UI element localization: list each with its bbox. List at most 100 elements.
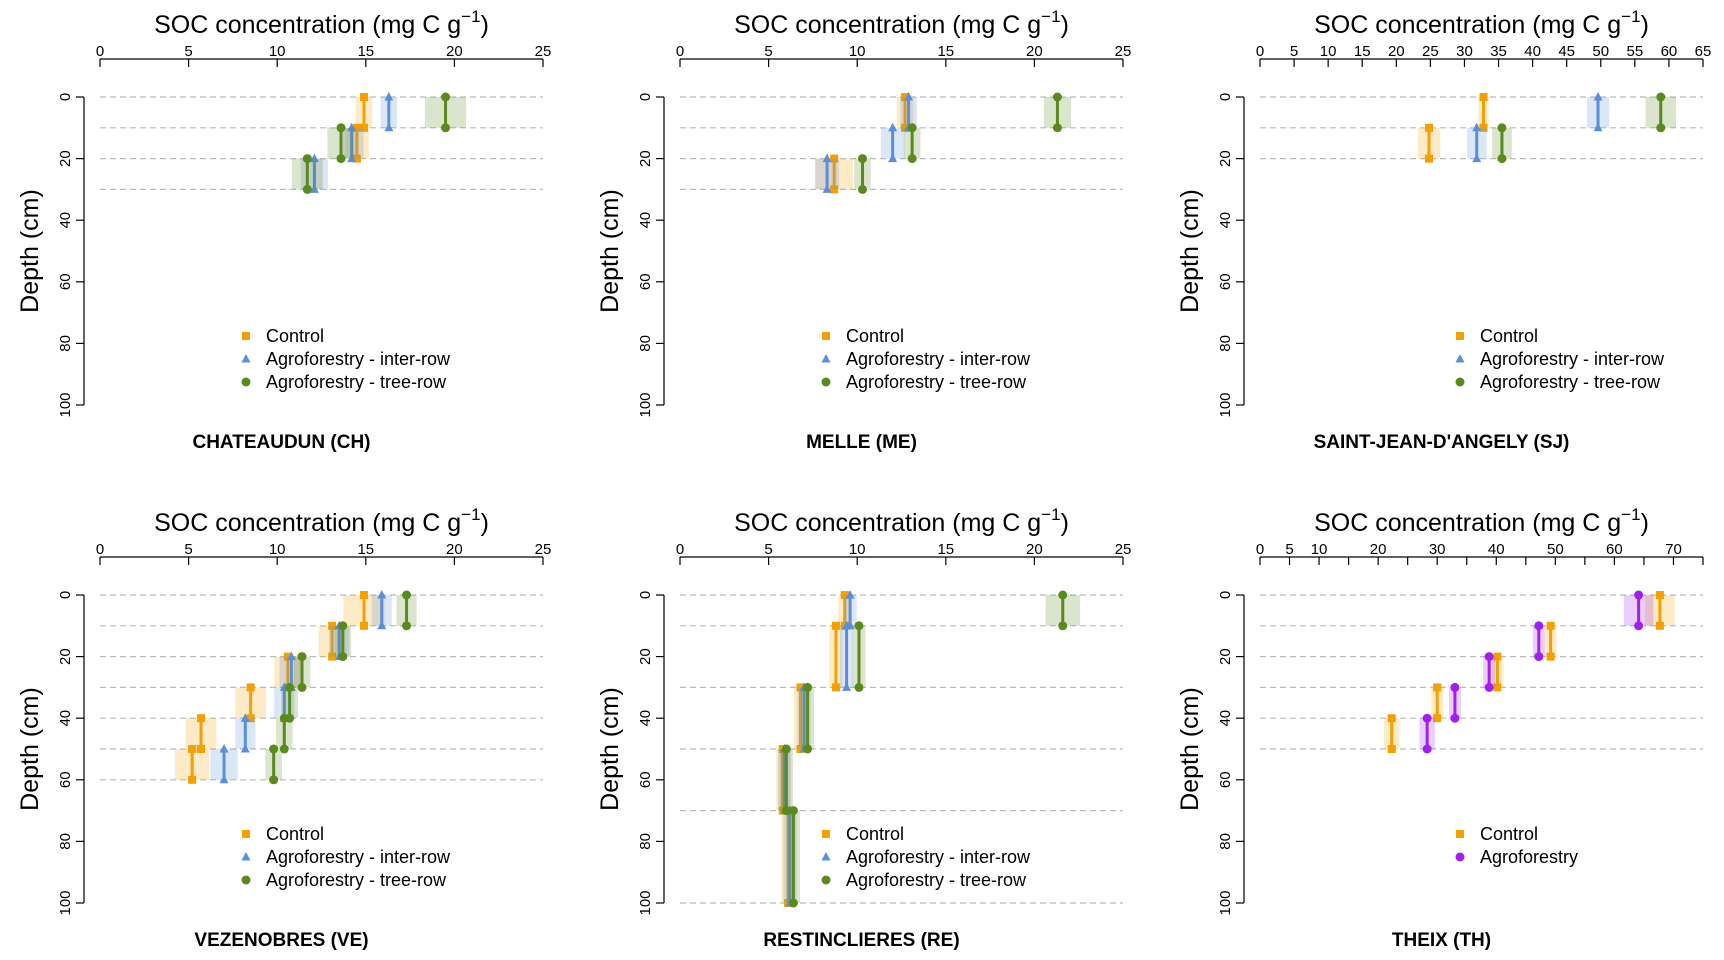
y-tick-label: 0 [1217,93,1234,101]
x-axis-title: SOC concentration (mg C g−1) [1314,505,1649,537]
marker-circle [279,744,289,754]
marker-square [360,591,369,599]
legend-marker-circle [821,377,831,387]
y-tick-label: 40 [1217,212,1234,229]
marker-circle [302,184,312,194]
marker-square [328,621,337,630]
legend-label: Agroforestry - tree-row [1480,372,1661,392]
y-tick-label: 0 [637,591,654,599]
marker-circle [302,154,312,164]
x-tick-label: 15 [357,541,374,558]
marker-circle [1450,682,1460,692]
x-axis-title-text: SOC concentration (mg C g [734,509,1041,537]
marker-square [796,745,805,753]
marker-triangle [822,184,832,193]
legend-marker-circle [241,377,251,387]
x-axis-title-text: SOC concentration (mg C g [154,509,461,537]
y-tick-label: 60 [57,273,74,290]
panel-chateaudun-ch: SOC concentration (mg C g−1) 0 5 10 15 20 25 0 2… [16,7,551,453]
x-tick-label: 10 [1320,43,1337,60]
marker-triangle [1593,92,1603,101]
marker-square [283,652,292,661]
marker-circle [1484,682,1494,692]
marker-triangle [347,122,357,132]
marker-circle [269,775,279,785]
marker-triangle [347,153,357,163]
x-tick-label: 30 [1429,541,1446,558]
marker-circle [803,682,813,692]
x-axis-title: SOC concentration (mg C g−1) [734,505,1069,537]
y-tick-label: 60 [637,771,654,788]
x-tick-label: 25 [1422,43,1439,60]
y-axis-title: Depth (cm) [1176,189,1204,313]
y-tick-label: 0 [57,591,74,599]
marker-circle [781,806,791,816]
x-tick-label: 50 [1592,43,1609,60]
marker-circle [781,744,791,754]
x-tick-label: 35 [1490,43,1507,60]
y-tick-label: 0 [637,93,654,101]
legend: Control Agroforestry - inter-row Agrofores… [241,824,451,890]
marker-triangle [1472,122,1482,132]
y-tick-label: 60 [1217,771,1234,788]
x-tick-label: 20 [1026,43,1043,60]
x-tick-label: 20 [1026,541,1043,558]
marker-square [1493,652,1502,661]
marker-square [1433,714,1442,723]
marker-square [831,683,840,692]
y-tick-label: 100 [637,890,654,915]
legend-marker-square [242,332,250,340]
marker-circle [1422,713,1432,723]
marker-circle [1656,123,1666,133]
legend-marker-triangle [821,354,831,363]
marker-triangle [240,744,250,753]
y-tick-label: 60 [637,273,654,290]
legend-label: Control [846,326,904,346]
legend: Control Agroforestry - inter-row Agrofores… [1455,326,1665,392]
marker-triangle [377,620,387,630]
legend-marker-circle [1455,377,1465,387]
x-axis-title: SOC concentration (mg C g−1) [734,7,1069,39]
legend-label: Control [266,326,324,346]
y-tick-label: 100 [1217,392,1234,417]
marker-square [1425,123,1434,132]
y-axis-title: Depth (cm) [596,687,624,811]
marker-circle [907,154,917,164]
y-tick-label: 60 [1217,273,1234,290]
marker-circle [854,621,864,631]
x-tick-label: 60 [1661,43,1678,60]
marker-circle [1497,154,1507,164]
x-axis-title-text: SOC concentration (mg C g [1314,11,1621,39]
marker-triangle [384,122,394,132]
series-agroforestry-tree-row [265,590,417,785]
legend-marker-square [822,830,830,838]
marker-square [901,93,910,101]
marker-square [830,185,839,194]
marker-circle [338,621,348,631]
legend-marker-square [1456,830,1464,838]
x-tick-label: 15 [937,541,954,558]
x-tick-label: 0 [676,541,684,558]
marker-square [360,93,369,101]
panel-saint-jean-d-angely-sj: SOC concentration (mg C g−1) 0 5 10 15 20 25 30… [1176,7,1711,453]
panel-title: MELLE (ME) [806,432,917,453]
panel-theix-th: SOC concentration (mg C g−1) 0 5 10 20 30 40 50… [1176,505,1704,951]
legend-label: Agroforestry - inter-row [266,847,451,867]
marker-triangle [1593,122,1603,132]
marker-triangle [377,590,387,599]
marker-circle [402,590,412,600]
y-tick-label: 20 [637,150,654,167]
marker-circle [858,154,868,164]
legend-label: Control [266,824,324,844]
marker-triangle [888,153,898,163]
marker-triangle [1472,153,1482,163]
marker-circle [1634,621,1644,631]
x-tick-label: 5 [184,541,192,558]
legend-label: Agroforestry - inter-row [1480,349,1665,369]
marker-circle [1052,123,1062,133]
x-tick-label: 20 [446,43,463,60]
x-tick-label: 5 [184,43,192,60]
marker-square [1479,93,1488,101]
x-tick-label: 20 [1370,541,1387,558]
legend-label: Agroforestry [1480,847,1578,867]
